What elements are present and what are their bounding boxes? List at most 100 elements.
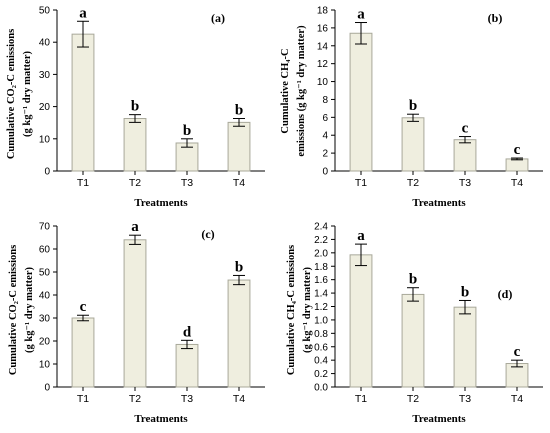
y-tick-label: 2 [322,149,328,160]
y-axis-title-line1: Cumulative CO₂-C emissions [8,245,19,375]
significance-letter: b [235,103,243,119]
bar [123,239,147,388]
y-tick-label: 30 [39,314,51,325]
y-axis-title-line2: (g kg⁻¹ dry matter) [22,51,33,137]
x-tick-label: T2 [129,177,141,189]
bar [71,33,95,172]
bar [453,139,477,172]
y-tick-label: 6 [322,113,328,124]
x-tick-label: T1 [355,393,367,405]
chart-panel-a: 0 10 20 30 40 50 a T1 b T2 b T3 b T4 (a) Treatments Cumu… [6,5,265,209]
y-tick-label: 18 [317,6,329,17]
significance-letter: b [183,123,191,139]
significance-letter: c [514,344,521,360]
y-tick-label: 20 [39,337,51,348]
chart-panel-b: 0 2 4 6 8 10 12 14 16 18 a T1 b T2 c T3 c T4 (b) Treatments… [280,6,543,209]
y-axis-title-line2: emissions (g kg⁻¹ dry matter) [296,25,307,157]
bar [175,343,199,388]
significance-letter: c [514,142,521,158]
x-tick-label: T1 [77,393,89,405]
significance-letter: b [409,272,417,288]
panel-label: (d) [498,287,513,301]
y-tick-label: 0 [44,383,50,394]
bar [401,293,425,388]
y-tick-label: 70 [39,222,51,233]
y-tick-label: 60 [39,245,51,256]
x-axis-title: Treatments [134,197,188,209]
x-tick-label: T3 [181,393,193,405]
significance-letter: b [235,259,243,275]
x-tick-label: T1 [355,177,367,189]
x-tick-label: T4 [511,393,523,405]
x-tick-label: T4 [233,393,245,405]
x-axis-title: Treatments [412,197,466,209]
bar [71,317,95,388]
panel-label: (a) [211,11,225,25]
x-tick-label: T2 [407,393,419,405]
y-axis-title-line1: Cumulative CH₄-C [280,48,291,133]
y-tick-label: 1.4 [314,289,328,300]
significance-letter: d [183,324,192,340]
y-axis-title-line1: Cumulative CH₄-C emissions [286,245,297,375]
y-tick-label: 50 [39,6,51,17]
significance-letter: c [462,121,469,137]
y-tick-label: 0.6 [314,342,328,353]
y-tick-label: 20 [39,102,51,113]
y-tick-label: 0 [322,167,328,178]
x-tick-label: T3 [459,393,471,405]
y-tick-label: 0 [44,167,50,178]
y-tick-label: 0.0 [314,383,328,394]
significance-letter: a [357,7,365,23]
y-tick-label: 2.0 [314,248,328,259]
x-axis-title: Treatments [134,413,188,425]
significance-letter: a [79,5,87,21]
y-tick-label: 16 [317,23,329,34]
y-tick-label: 12 [317,59,329,70]
y-axis-title-line1: Cumulative CO₂-C emissions [6,29,17,159]
bar [227,121,251,172]
significance-letter: a [131,219,139,235]
bar [349,254,373,388]
panel-label: (b) [488,11,503,25]
panel-label: (c) [201,227,214,241]
bar [505,158,529,172]
chart-panel-d: 0.0 0.2 0.4 0.6 0.8 1.0 1.2 1.4 1.6 1.8 2.0 2.2 2.4 a… [286,222,543,425]
bar [123,118,147,172]
significance-letter: b [131,99,139,115]
y-tick-label: 2.2 [314,235,328,246]
y-axis-title-line2: (g kg⁻¹ dry matter) [302,267,313,353]
bar [227,279,251,388]
significance-letter: c [80,299,87,315]
chart-panel-c: 0 10 20 30 40 50 60 70 c T1 a T2 d T3 b T4 (c) Treatments… [8,219,265,425]
significance-letter: b [409,98,417,114]
y-tick-label: 10 [317,77,329,88]
y-tick-label: 1.8 [314,262,328,273]
x-tick-label: T3 [459,177,471,189]
y-tick-label: 8 [322,95,328,106]
significance-letter: b [461,284,469,300]
y-tick-label: 10 [39,360,51,371]
y-tick-label: 0.4 [314,356,328,367]
y-tick-label: 1.0 [314,315,328,326]
y-axis-title-line2: (g kg⁻¹ dry matter) [24,267,35,353]
y-tick-label: 50 [39,268,51,279]
y-tick-label: 2.4 [314,222,328,233]
y-tick-label: 1.6 [314,275,328,286]
bar [349,32,373,172]
bar [453,306,477,388]
y-tick-label: 4 [322,131,328,142]
x-tick-label: T2 [129,393,141,405]
bar [401,117,425,172]
y-tick-label: 1.2 [314,302,328,313]
y-tick-label: 0.2 [314,369,328,380]
significance-letter: a [357,228,365,244]
x-tick-label: T4 [511,177,523,189]
y-tick-label: 40 [39,291,51,302]
y-tick-label: 10 [39,134,51,145]
x-axis-title: Treatments [412,413,466,425]
y-tick-label: 30 [39,70,51,81]
y-tick-label: 40 [39,38,51,49]
y-tick-label: 0.8 [314,329,328,340]
x-tick-label: T3 [181,177,193,189]
